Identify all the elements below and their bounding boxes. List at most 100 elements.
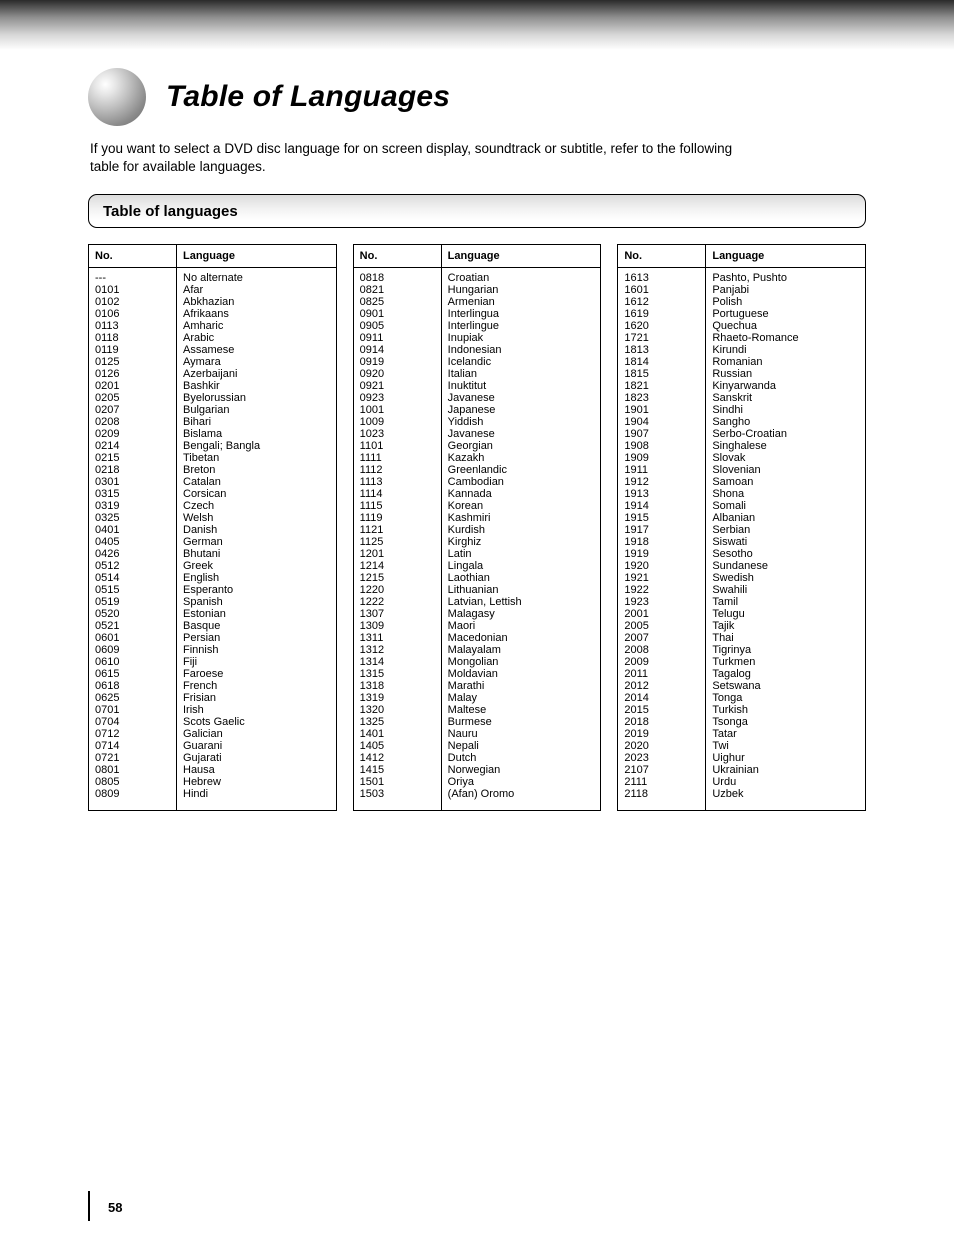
code-cell: 0126 [95, 368, 176, 380]
lang-cell: Georgian [448, 440, 601, 452]
lang-cell: Guarani [183, 740, 336, 752]
lang-cell: Esperanto [183, 584, 336, 596]
lang-cell: Swedish [712, 572, 865, 584]
code-cell: 0113 [95, 320, 176, 332]
code-cell: 1112 [360, 464, 441, 476]
lang-cell: Basque [183, 620, 336, 632]
lang-cell: Frisian [183, 692, 336, 704]
code-cell: 1821 [624, 380, 705, 392]
code-cell: 0805 [95, 776, 176, 788]
code-cell: 0701 [95, 704, 176, 716]
code-cell: 0214 [95, 440, 176, 452]
code-cell: 1922 [624, 584, 705, 596]
code-cell: 2012 [624, 680, 705, 692]
tables-container: No. Language ---010101020106011301180119… [88, 244, 866, 811]
lang-cell: Kirundi [712, 344, 865, 356]
code-cell: 2019 [624, 728, 705, 740]
code-cell: 0205 [95, 392, 176, 404]
code-cell: 1921 [624, 572, 705, 584]
code-cell: 0905 [360, 320, 441, 332]
lang-cell: Somali [712, 500, 865, 512]
code-cell: 1612 [624, 296, 705, 308]
code-cell: 0714 [95, 740, 176, 752]
lang-cell: Fiji [183, 656, 336, 668]
lang-cell: Interlingue [448, 320, 601, 332]
lang-cell: Setswana [712, 680, 865, 692]
code-cell: 0825 [360, 296, 441, 308]
code-cell: 0106 [95, 308, 176, 320]
code-cell: 1613 [624, 272, 705, 284]
lang-cell: Nauru [448, 728, 601, 740]
page-number-tick [88, 1191, 90, 1221]
code-cell: 1911 [624, 464, 705, 476]
column-header-language: Language [177, 245, 336, 267]
lang-cell: Burmese [448, 716, 601, 728]
table-langs-column: Pashto, PushtoPanjabiPolishPortugueseQue… [706, 268, 865, 810]
lang-cell: Galician [183, 728, 336, 740]
lang-cell: Spanish [183, 596, 336, 608]
lang-cell: Bhutani [183, 548, 336, 560]
lang-cell: Urdu [712, 776, 865, 788]
code-cell: 2020 [624, 740, 705, 752]
lang-cell: Uzbek [712, 788, 865, 800]
code-cell: 0712 [95, 728, 176, 740]
table-langs-column: CroatianHungarianArmenianInterlinguaInte… [442, 268, 601, 810]
lang-cell: Armenian [448, 296, 601, 308]
lang-cell: Serbian [712, 524, 865, 536]
lang-cell: Bashkir [183, 380, 336, 392]
lang-cell: Assamese [183, 344, 336, 356]
code-cell: 1813 [624, 344, 705, 356]
code-cell: 0301 [95, 476, 176, 488]
lang-cell: Sesotho [712, 548, 865, 560]
table-body: ---0101010201060113011801190125012602010… [89, 268, 336, 810]
code-cell: 2018 [624, 716, 705, 728]
lang-cell: Tamil [712, 596, 865, 608]
code-cell: 2111 [624, 776, 705, 788]
code-cell: 1111 [360, 452, 441, 464]
code-cell: 0208 [95, 416, 176, 428]
lang-cell: Hindi [183, 788, 336, 800]
lang-cell: Twi [712, 740, 865, 752]
lang-cell: Croatian [448, 272, 601, 284]
lang-cell: Azerbaijani [183, 368, 336, 380]
page-subtitle: If you want to select a DVD disc languag… [88, 140, 866, 176]
code-cell: 0315 [95, 488, 176, 500]
code-cell: 1904 [624, 416, 705, 428]
column-header-no: No. [354, 245, 442, 267]
lang-cell: Byelorussian [183, 392, 336, 404]
lang-cell: Bihari [183, 416, 336, 428]
code-cell: 0801 [95, 764, 176, 776]
lang-cell: Irish [183, 704, 336, 716]
lang-cell: Romanian [712, 356, 865, 368]
lang-cell: Bengali; Bangla [183, 440, 336, 452]
table-body: 1613160116121619162017211813181418151821… [618, 268, 865, 810]
lang-cell: Japanese [448, 404, 601, 416]
lang-cell: Afar [183, 284, 336, 296]
code-cell: 1318 [360, 680, 441, 692]
column-header-no: No. [89, 245, 177, 267]
lang-cell: Kinyarwanda [712, 380, 865, 392]
code-cell: 1412 [360, 752, 441, 764]
code-cell: 0821 [360, 284, 441, 296]
lang-cell: English [183, 572, 336, 584]
code-cell: 1923 [624, 596, 705, 608]
table-header-row: No. Language [354, 245, 601, 268]
lang-cell: Abkhazian [183, 296, 336, 308]
lang-cell: Breton [183, 464, 336, 476]
code-cell: 0319 [95, 500, 176, 512]
code-cell: 0207 [95, 404, 176, 416]
table-codes-column: 1613160116121619162017211813181418151821… [618, 268, 706, 810]
code-cell: 0514 [95, 572, 176, 584]
page-title: Table of Languages [166, 80, 450, 114]
lang-cell: Hausa [183, 764, 336, 776]
lang-cell: Maori [448, 620, 601, 632]
code-cell: 0921 [360, 380, 441, 392]
code-cell: 0521 [95, 620, 176, 632]
code-cell: 0615 [95, 668, 176, 680]
code-cell: 0401 [95, 524, 176, 536]
column-header-language: Language [442, 245, 601, 267]
code-cell: 1121 [360, 524, 441, 536]
code-cell: 0102 [95, 296, 176, 308]
code-cell: 1312 [360, 644, 441, 656]
lang-cell: Russian [712, 368, 865, 380]
